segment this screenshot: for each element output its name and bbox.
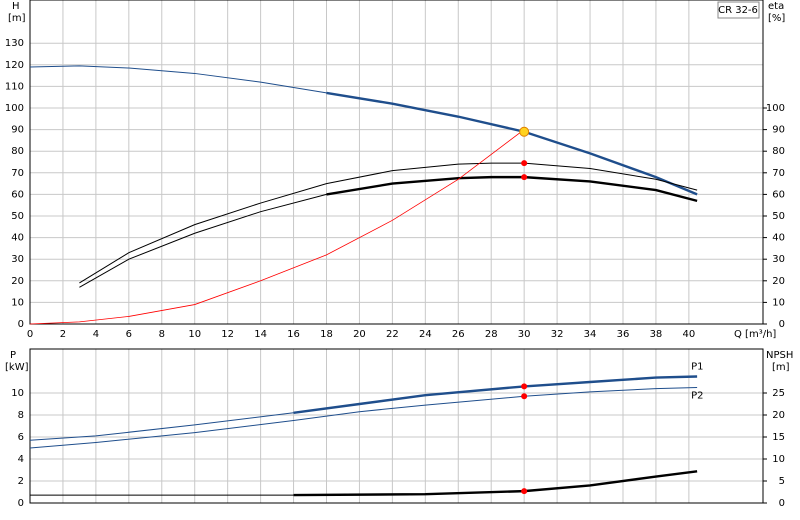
x-tick-label: 0 [27, 329, 33, 340]
y-tick-label: 2 [18, 476, 24, 487]
y-unit: [m] [8, 13, 26, 24]
curve [29, 129, 525, 325]
x-tick-label: 26 [452, 329, 465, 340]
y2-tick-label: 50 [772, 211, 785, 222]
y-tick-label: 120 [5, 60, 24, 71]
y-tick-label: 30 [11, 254, 24, 265]
y2-tick-label: 20 [772, 276, 785, 287]
x-tick-label: 18 [320, 329, 333, 340]
duty-point [521, 488, 528, 495]
y2-unit: [%] [768, 13, 785, 24]
y-tick-label: 40 [11, 233, 24, 244]
x-tick-label: 20 [353, 329, 366, 340]
x-tick-label: 24 [419, 329, 432, 340]
curve [29, 387, 698, 449]
series-label: P2 [691, 391, 703, 402]
curve-thick [293, 470, 698, 497]
y-tick-label: 0 [18, 498, 24, 509]
y2-tick-label: 5 [779, 476, 785, 487]
chart-title: CR 32-6 [718, 5, 758, 16]
y-tick-label: 50 [11, 211, 24, 222]
x-tick-label: 36 [617, 329, 630, 340]
y2-tick-label: 20 [772, 410, 785, 421]
y-tick-label: 60 [11, 189, 24, 200]
y2-tick-label: 25 [772, 388, 785, 399]
y2-tick-label: 10 [772, 297, 785, 308]
y-tick-label: 6 [18, 432, 24, 443]
x-tick-label: 22 [386, 329, 399, 340]
y2-tick-label: 40 [772, 233, 785, 244]
curve [79, 162, 698, 284]
y2-tick-label: 15 [772, 432, 785, 443]
duty-point [521, 393, 528, 400]
y-tick-label: 130 [5, 38, 24, 49]
y2-tick-label: 60 [772, 189, 785, 200]
y-tick-label: 0 [18, 319, 24, 330]
y2-tick-label: 100 [766, 103, 785, 114]
y-tick-label: 90 [11, 125, 24, 136]
y-label: P [10, 350, 16, 361]
y-unit: [kW] [5, 362, 29, 373]
curve-thick [326, 175, 698, 203]
x-tick-label: 8 [159, 329, 165, 340]
duty-point [519, 126, 530, 137]
series-label: P1 [691, 362, 703, 373]
y-tick-label: 100 [5, 103, 24, 114]
y2-tick-label: 70 [772, 168, 785, 179]
curve [29, 412, 294, 441]
y2-tick-label: 0 [779, 319, 785, 330]
x-tick-label: 2 [60, 329, 66, 340]
y2-tick-label: 90 [772, 125, 785, 136]
x-tick-label: 10 [188, 329, 201, 340]
plot-frame [29, 0, 764, 325]
x-tick-label: 12 [221, 329, 234, 340]
y2-label: eta [768, 1, 784, 12]
y2-tick-label: 30 [772, 254, 785, 265]
y-tick-label: 8 [18, 410, 24, 421]
y2-unit: [m] [772, 362, 790, 373]
x-tick-label: 16 [287, 329, 300, 340]
y-tick-label: 10 [11, 388, 24, 399]
plot-frame [29, 348, 764, 504]
x-tick-label: 14 [254, 329, 267, 340]
y-tick-label: 10 [11, 297, 24, 308]
y2-tick-label: 10 [772, 454, 785, 465]
x-tick-label: 38 [650, 329, 663, 340]
duty-point [521, 174, 528, 181]
x-tick-label: 32 [551, 329, 564, 340]
x-tick-label: 6 [126, 329, 132, 340]
x-tick-label: 40 [683, 329, 696, 340]
title-box [717, 1, 760, 19]
y-tick-label: 80 [11, 146, 24, 157]
duty-point [521, 383, 528, 390]
y-label: H [12, 1, 20, 12]
y2-label: NPSH [766, 350, 793, 361]
x-tick-label: 34 [584, 329, 597, 340]
y2-tick-label: 0 [779, 498, 785, 509]
x-tick-label: 30 [518, 329, 531, 340]
y2-tick-label: 80 [772, 146, 785, 157]
curve [79, 193, 327, 288]
y-tick-label: 20 [11, 276, 24, 287]
curve [29, 65, 327, 94]
y-tick-label: 70 [11, 168, 24, 179]
duty-point [521, 160, 528, 167]
x-tick-label: 28 [485, 329, 498, 340]
y-tick-label: 4 [18, 454, 24, 465]
x-label: Q [m³/h] [734, 329, 776, 340]
y-tick-label: 110 [5, 81, 24, 92]
x-tick-label: 4 [93, 329, 99, 340]
